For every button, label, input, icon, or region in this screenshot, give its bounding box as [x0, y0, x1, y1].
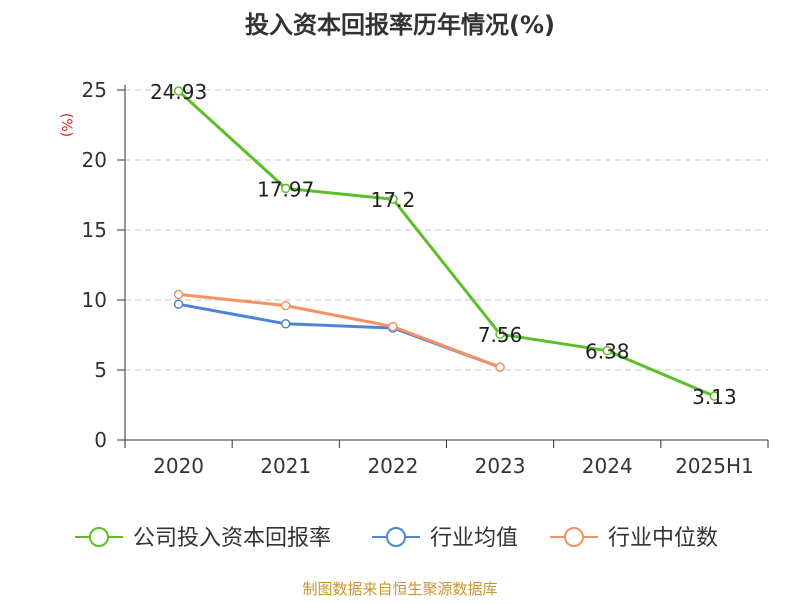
- x-tick-label: 2021: [260, 454, 311, 478]
- y-tick-label: 20: [82, 148, 107, 172]
- x-tick-label: 2020: [153, 454, 204, 478]
- x-tick-label: 2023: [475, 454, 526, 478]
- data-point: [495, 362, 505, 372]
- legend-item: 公司投入资本回报率: [75, 526, 331, 551]
- legend-label: 行业中位数: [608, 526, 718, 551]
- series-lines: [173, 86, 720, 401]
- grid-lines: [125, 89, 768, 371]
- data-point: [281, 300, 291, 311]
- data-point: [173, 86, 184, 96]
- data-label: 17.2: [371, 188, 416, 212]
- legend-swatch-marker: [89, 527, 109, 547]
- data-point: [281, 319, 291, 329]
- series-line-0: [177, 89, 716, 398]
- legend-item: 行业均值: [372, 526, 518, 551]
- data-point: [709, 391, 720, 401]
- y-tick-label: 0: [94, 428, 107, 452]
- data-label: 24.93: [150, 80, 207, 104]
- data-labels: 24.93 17.97 17.2 7.56 6.38 3.13: [150, 80, 737, 409]
- data-label: 7.56: [478, 323, 523, 347]
- data-label: 17.97: [257, 177, 314, 201]
- legend-label: 公司投入资本回报率: [133, 526, 331, 551]
- series-line-2: [178, 292, 501, 369]
- data-point: [388, 194, 398, 204]
- y-tick-label: 25: [82, 78, 107, 102]
- y-tick-label: 10: [82, 288, 107, 312]
- data-point: [388, 321, 398, 332]
- y-tick-label: 15: [82, 218, 107, 242]
- data-source-note: 制图数据来自恒生聚源数据库: [302, 580, 498, 598]
- legend: 公司投入资本回报率 行业均值 行业中位数: [75, 526, 718, 551]
- data-point: [173, 289, 184, 300]
- x-tick-label: 2022: [367, 454, 418, 478]
- y-tick-label: 5: [94, 358, 107, 382]
- data-point: [602, 345, 612, 356]
- legend-swatch-marker: [564, 527, 584, 547]
- legend-swatch-marker: [386, 527, 406, 547]
- x-tick-label: 2025H1: [675, 454, 754, 478]
- data-label: 6.38: [585, 340, 630, 364]
- legend-label: 行业均值: [430, 526, 518, 551]
- axes: 0 5 10 15 20 25 2020 2021 2022 2023 2024 2025H1: [82, 78, 769, 478]
- y-axis-label: (%): [58, 113, 74, 137]
- legend-item: 行业中位数: [550, 526, 718, 551]
- data-point: [173, 299, 184, 309]
- x-tick-label: 2024: [582, 454, 633, 478]
- data-point: [495, 329, 505, 339]
- data-label: 3.13: [692, 385, 737, 409]
- chart-title: 投入资本回报率历年情况(%): [245, 11, 555, 39]
- data-point: [281, 183, 291, 194]
- series-line-1: [178, 302, 501, 369]
